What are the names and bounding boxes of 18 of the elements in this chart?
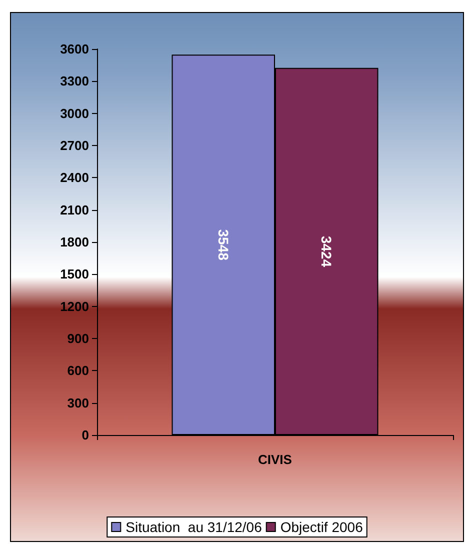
y-tick-label: 600 [67, 363, 89, 378]
y-tick-label: 2400 [60, 170, 89, 186]
y-tick-label: 3300 [60, 74, 89, 89]
data-label: 3548 [215, 229, 232, 261]
data-label: 3424 [318, 236, 335, 268]
y-tick-label: 3000 [60, 106, 89, 121]
y-tick-label: 1500 [60, 266, 89, 282]
y-tick-label: 0 [82, 428, 89, 442]
legend-label: Situation au 31/12/06 [126, 519, 262, 535]
x-tick-label: CIVIS [258, 452, 292, 467]
y-tick-label: 3600 [60, 42, 89, 56]
y-tick-label: 1800 [60, 234, 89, 250]
y-tick-label: 300 [67, 395, 89, 410]
y-tick-label: 1200 [60, 298, 89, 314]
y-tick-label: 900 [67, 331, 89, 346]
y-tick-label: 2100 [60, 202, 89, 218]
legend-label: Objectif 2006 [280, 519, 364, 535]
y-tick-label: 2700 [60, 138, 89, 153]
